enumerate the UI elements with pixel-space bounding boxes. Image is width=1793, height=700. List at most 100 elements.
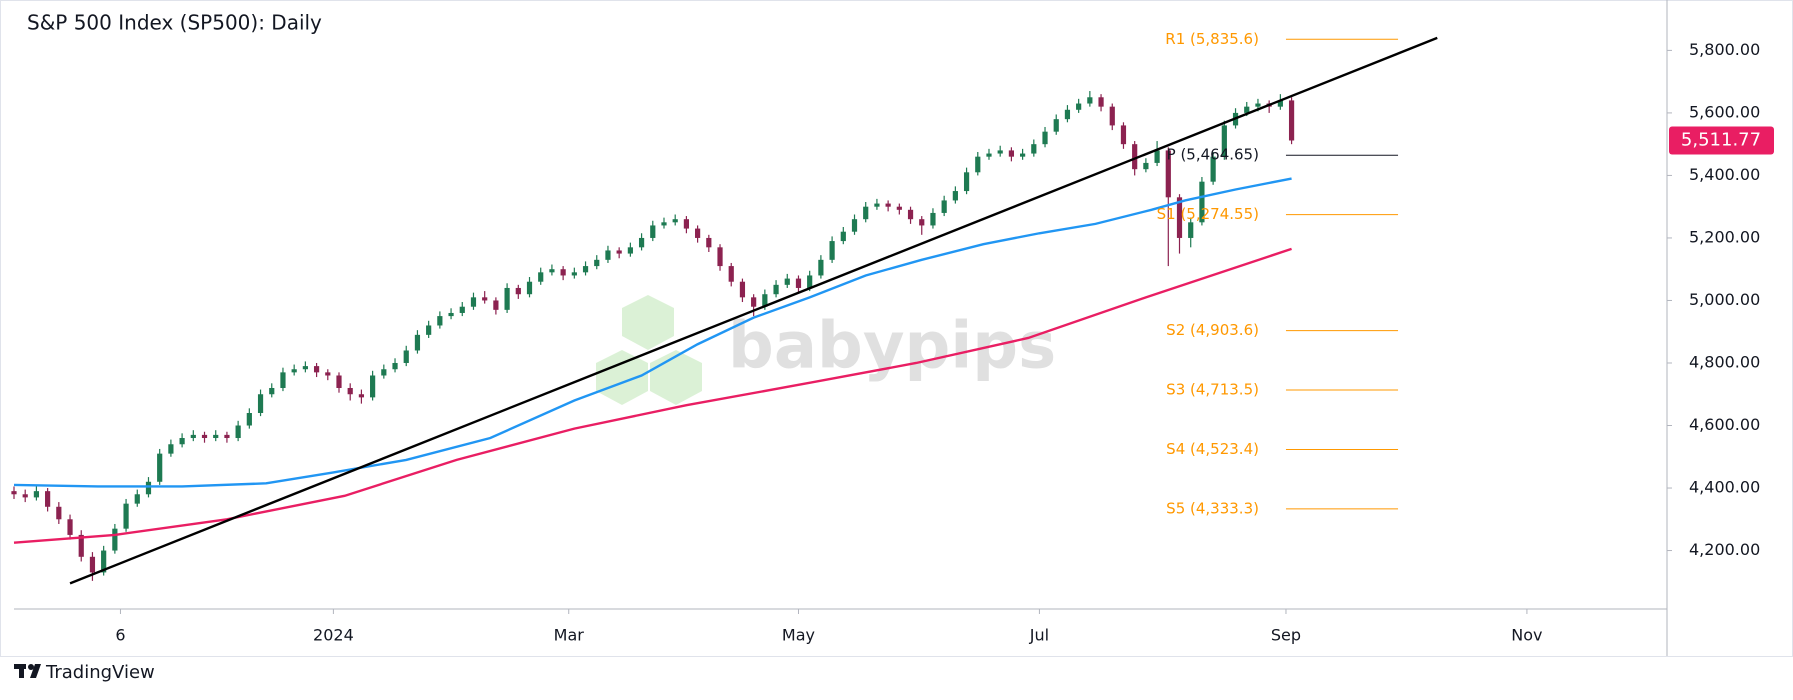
candle-body <box>1154 150 1160 163</box>
x-tick-label: Nov <box>1511 626 1542 645</box>
candle-body <box>168 444 174 454</box>
candle-body <box>1087 97 1093 104</box>
candle-body <box>22 494 28 498</box>
indicator-line <box>69 36 1438 585</box>
candle-body <box>381 369 387 376</box>
candle-body <box>538 272 544 282</box>
indicator-line <box>13 177 1292 488</box>
x-tick-label: 6 <box>115 626 125 645</box>
candle-body <box>1053 119 1059 132</box>
candle-body <box>784 278 790 285</box>
pivot-label: S2 (4,903.6) <box>1166 321 1259 339</box>
candle-body <box>605 250 611 260</box>
candle-body <box>325 372 331 376</box>
candle-body <box>1076 103 1082 110</box>
candle-body <box>773 284 779 295</box>
logo-part <box>30 664 41 678</box>
x-tick-label: Mar <box>554 626 585 645</box>
candle-body <box>45 491 51 507</box>
candle-body <box>1042 131 1048 145</box>
pivot-label: S1 (5,274.55) <box>1157 205 1259 223</box>
candle-body <box>818 259 824 276</box>
candle-body <box>1120 125 1127 145</box>
candle-body <box>1098 97 1104 107</box>
candle-body <box>1132 144 1138 170</box>
last-price-box <box>1669 126 1774 155</box>
x-tick-label: May <box>782 626 815 645</box>
candle-body <box>1109 106 1115 126</box>
plot-area: R1 (5,835.6) P (5,464.65) S1 (5,274.55) S2 … <box>11 30 1438 585</box>
candle-body <box>414 334 421 351</box>
tradingview-logo <box>14 664 41 678</box>
chart-title: S&P 500 Index (SP500): Daily <box>27 11 322 35</box>
candle-body <box>1020 153 1026 157</box>
candle-body <box>482 297 488 301</box>
candle-body <box>1277 100 1283 107</box>
candle-body <box>874 203 880 207</box>
candle-body <box>661 222 667 226</box>
candle-body <box>571 272 577 276</box>
candle-body <box>952 191 958 201</box>
pivot-label: S3 (4,713.5) <box>1166 381 1259 399</box>
candle-body <box>739 281 746 298</box>
candle-body <box>762 294 768 307</box>
candle-body <box>437 316 443 326</box>
candle-body <box>997 150 1003 154</box>
watermark-cube <box>596 350 648 405</box>
y-tick-label: 4,600.00 <box>1689 415 1760 434</box>
candle-body <box>807 275 813 288</box>
candle-body <box>235 425 241 439</box>
candle-body <box>717 247 723 267</box>
candle-body <box>190 434 196 439</box>
candle-body <box>112 528 118 551</box>
candle-body <box>560 269 566 276</box>
candle-body <box>840 231 846 242</box>
candle-body <box>638 237 645 248</box>
y-tick-label: 4,800.00 <box>1689 352 1760 371</box>
candle-body <box>257 394 264 414</box>
candle-body <box>751 297 757 307</box>
candle-body <box>1031 144 1037 154</box>
candle-body <box>78 534 84 557</box>
candle-body <box>246 413 252 426</box>
candle-body <box>919 219 925 226</box>
candle-body <box>493 300 499 310</box>
candle-body <box>582 266 589 273</box>
y-tick-label: 5,800.00 <box>1689 40 1760 59</box>
y-tick-label: 5,400.00 <box>1689 165 1760 184</box>
candle-body <box>907 209 914 220</box>
candle-body <box>627 247 633 254</box>
candle-body <box>358 394 365 398</box>
candle-body <box>134 494 140 504</box>
candle-body <box>1255 103 1261 107</box>
y-tick-label: 4,400.00 <box>1689 478 1760 497</box>
x-tick-label: Sep <box>1271 626 1301 645</box>
watermark-cube <box>622 295 674 350</box>
candle-body <box>67 519 73 535</box>
y-tick-label: 4,200.00 <box>1689 540 1760 559</box>
candle-body <box>179 438 185 445</box>
candle-body <box>1199 181 1205 223</box>
candle-body <box>403 350 409 363</box>
candle-body <box>896 206 902 210</box>
candle-body <box>930 212 936 226</box>
candle-body <box>1221 125 1227 157</box>
candle-body <box>683 219 690 229</box>
candle-body <box>313 366 320 373</box>
pivot-label: S4 (4,523.4) <box>1166 440 1259 458</box>
candle-body <box>1143 162 1149 170</box>
candle-body <box>448 312 454 317</box>
candle-body <box>986 153 992 157</box>
candle-body <box>650 225 656 238</box>
candle-body <box>594 259 600 267</box>
x-tick-label: 2024 <box>313 626 354 645</box>
logo-part <box>28 664 34 670</box>
candle-body <box>504 287 510 310</box>
candle-body <box>863 206 869 220</box>
candle-body <box>795 278 802 288</box>
candle-body <box>1188 222 1194 238</box>
indicator-line <box>13 247 1292 544</box>
candle-body <box>1244 106 1250 113</box>
candle-body <box>426 325 432 335</box>
last-price-label: 5,511.77 <box>1681 129 1761 150</box>
